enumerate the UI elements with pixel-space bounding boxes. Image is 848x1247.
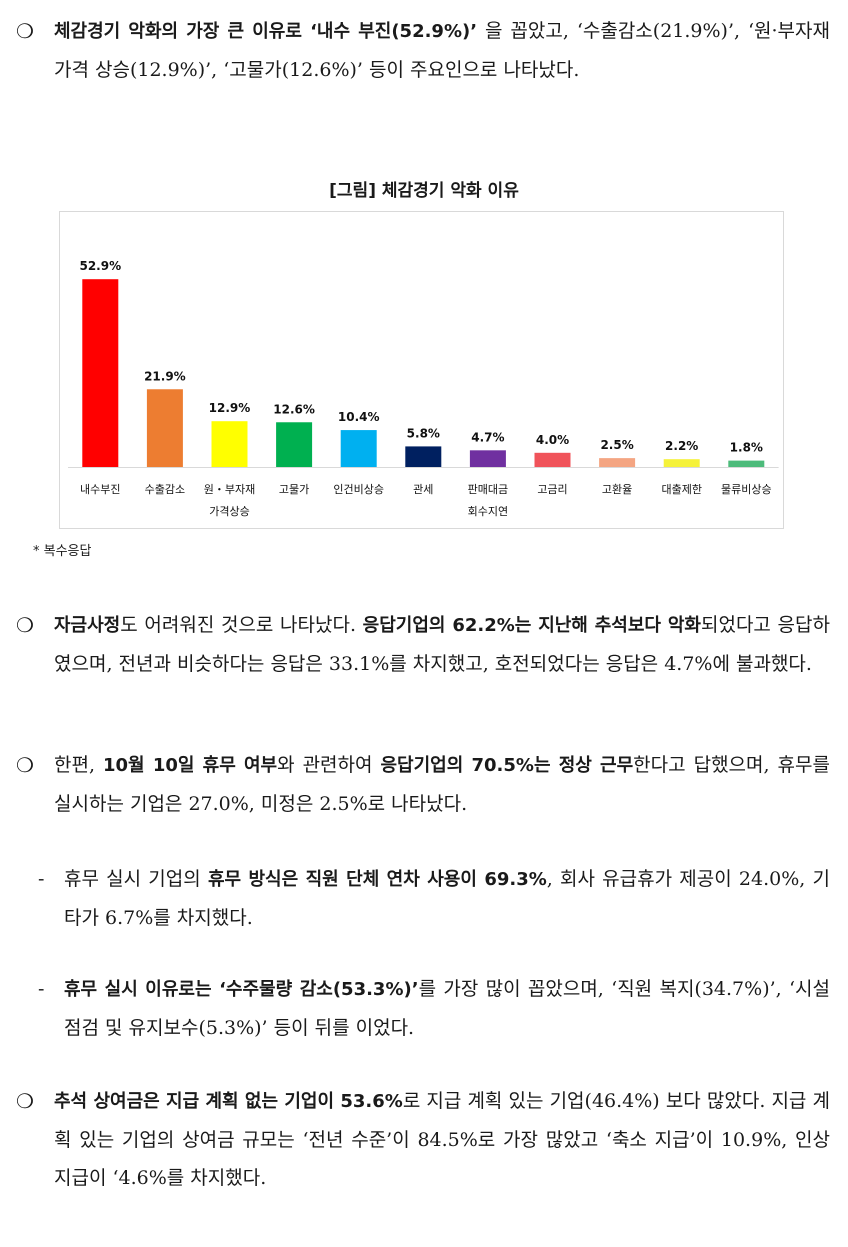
bar	[469, 450, 506, 467]
plain-text: 로 지급 계획 있는 기업(46.4%) 보다 많았다. 지급 계획 있는 기업…	[54, 1090, 830, 1189]
circle-bullet-icon: ❍	[16, 613, 34, 637]
data-label: 21.9%	[144, 369, 186, 383]
figure-note: * 복수응답	[33, 544, 92, 559]
category-label: 회수지연	[468, 505, 508, 518]
circle-bullet-icon: ❍	[16, 1089, 34, 1113]
data-label: 52.9%	[79, 259, 121, 273]
category-label: 가격상승	[209, 505, 249, 518]
category-label: 대출제한	[661, 483, 701, 496]
data-label: 4.0%	[536, 433, 569, 447]
figure-title: [그림] 체감경기 악화 이유	[329, 181, 519, 201]
dash-bullet: -	[38, 978, 45, 1000]
bar	[211, 421, 248, 467]
category-label: 관세	[413, 483, 433, 496]
category-label: 고금리	[537, 483, 567, 496]
plain-text: 을 꼽았고, ‘수출감소(21.9%)’, ‘원·부자재 가격 상승(12.9%…	[54, 20, 830, 81]
paragraph-holiday-bonus: ❍ 추석 상여금은 지급 계획 없는 기업이 53.6%로 지급 계획 있는 기…	[16, 1082, 830, 1197]
bold-text: 10월 10일 휴무 여부	[103, 755, 278, 776]
plain-text: , 회사 유급휴가 제공이 24.0%, 기타가 6.7%를 차지했다.	[64, 868, 830, 929]
subitem-text: 휴무 실시 기업의 휴무 방식은 직원 단체 연차 사용이 69.3%, 회사 …	[64, 860, 830, 937]
paragraph-text: 한편, 10월 10일 휴무 여부와 관련하여 응답기업의 70.5%는 정상 …	[54, 746, 830, 823]
category-label: 고물가	[279, 483, 309, 496]
bold-text: 휴무 방식은 직원 단체 연차 사용이 69.3%	[207, 869, 547, 890]
category-label: 인건비상승	[333, 483, 384, 496]
bar	[663, 459, 700, 467]
plain-text: 한다고 답했으며, 휴무를 실시하는 기업은 27.0%, 미정은 2.5%로 …	[54, 754, 830, 815]
bar	[405, 446, 442, 467]
plain-text: 되었다고 응답하였으며, 전년과 비슷하다는 응답은 33.1%를 차지했고, …	[54, 614, 830, 675]
data-label: 5.8%	[407, 426, 440, 440]
bold-text: 추석 상여금은 지급 계획 없는 기업이 53.6%	[54, 1091, 403, 1112]
bold-text: 응답기업의 62.2%는 지난해 추석보다 악화	[362, 615, 701, 636]
paragraph-funding-situation: ❍ 자금사정도 어려워진 것으로 나타났다. 응답기업의 62.2%는 지난해 …	[16, 606, 830, 683]
data-label: 12.6%	[273, 402, 315, 416]
plain-text: 를 가장 많이 꼽았으며, ‘직원 복지(34.7%)’, ‘시설 점검 및 유…	[64, 978, 830, 1039]
category-label: 판매대금	[468, 483, 508, 496]
circle-bullet-icon: ❍	[16, 753, 34, 777]
circle-bullet-icon: ❍	[16, 19, 34, 43]
plain-text: 와 관련하여	[277, 754, 381, 776]
data-label: 2.5%	[600, 438, 633, 452]
category-label: 고환율	[602, 483, 632, 496]
category-label: 물류비상승	[721, 483, 772, 496]
bold-text: 자금사정	[54, 615, 121, 636]
subitem-holiday-reason: - 휴무 실시 이유로는 ‘수주물량 감소(53.3%)’를 가장 많이 꼽았으…	[38, 970, 830, 1047]
data-label: 2.2%	[665, 439, 698, 453]
category-label: 내수부진	[80, 483, 120, 496]
subitem-text: 휴무 실시 이유로는 ‘수주물량 감소(53.3%)’를 가장 많이 꼽았으며,…	[64, 970, 830, 1047]
bar	[82, 279, 119, 467]
bar	[599, 458, 636, 467]
category-label: 수출감소	[145, 483, 185, 496]
bold-text: 휴무 실시 이유로는 ‘수주물량 감소(53.3%)’	[64, 979, 419, 1000]
plain-text: 도 어려워진 것으로 나타났다.	[120, 614, 363, 636]
data-label: 12.9%	[209, 401, 251, 415]
bar	[146, 389, 183, 467]
bar	[340, 430, 377, 467]
paragraph-holiday-work: ❍ 한편, 10월 10일 휴무 여부와 관련하여 응답기업의 70.5%는 정…	[16, 746, 830, 823]
bar	[728, 460, 765, 467]
bold-text: 응답기업의 70.5%는 정상 근무	[380, 755, 634, 776]
plain-text: 휴무 실시 기업의	[64, 868, 208, 890]
subitem-holiday-method: - 휴무 실시 기업의 휴무 방식은 직원 단체 연차 사용이 69.3%, 회…	[38, 860, 830, 937]
paragraph-economy-worsening-reasons: ❍ 체감경기 악화의 가장 큰 이유로 ‘내수 부진(52.9%)’ 을 꼽았고…	[16, 12, 830, 89]
paragraph-text: 추석 상여금은 지급 계획 없는 기업이 53.6%로 지급 계획 있는 기업(…	[54, 1082, 830, 1197]
plain-text: 한편,	[54, 754, 103, 776]
category-label: 원・부자재	[204, 483, 255, 496]
paragraph-text: 체감경기 악화의 가장 큰 이유로 ‘내수 부진(52.9%)’ 을 꼽았고, …	[54, 12, 830, 89]
data-label: 4.7%	[471, 430, 504, 444]
bar	[276, 422, 313, 467]
bar	[534, 452, 571, 467]
data-label: 10.4%	[338, 410, 380, 424]
paragraph-text: 자금사정도 어려워진 것으로 나타났다. 응답기업의 62.2%는 지난해 추석…	[54, 606, 830, 683]
dash-bullet: -	[38, 868, 45, 890]
bold-text: 체감경기 악화의 가장 큰 이유로 ‘내수 부진(52.9%)’	[54, 21, 478, 42]
data-label: 1.8%	[730, 441, 763, 455]
